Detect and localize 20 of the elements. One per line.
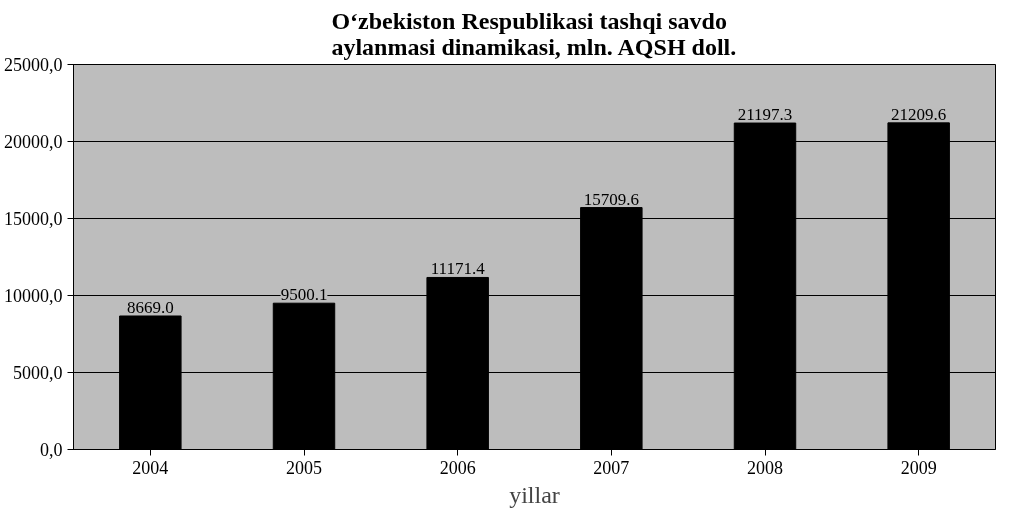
x-tick-label: 2005 (286, 457, 322, 478)
data-label: 9500.1 (280, 285, 328, 305)
data-label: 15709.6 (583, 189, 639, 209)
y-tick-label: 15000,0 (4, 209, 63, 229)
x-tick-label: 2006 (439, 457, 476, 478)
y-tick-label: 25000,0 (4, 55, 63, 75)
x-axis-title: yillar (509, 481, 560, 508)
x-tick-label: 2007 (593, 457, 630, 478)
data-label: 11171.4 (430, 259, 486, 279)
y-tick-label: 10000,0 (4, 286, 63, 306)
chart-title: O‘zbekiston Respublikasi tashqi savdo aylanmasi dinamikasi, mln. AQSH doll. (331, 7, 737, 60)
data-label: 21209.6 (891, 104, 947, 124)
x-tick-label: 2009 (900, 457, 937, 478)
x-tick-label: 2008 (747, 457, 783, 478)
data-label: 8669.0 (126, 298, 174, 317)
y-tick-label: 0,0 (40, 440, 63, 460)
y-tick-label: 5000,0 (13, 363, 63, 383)
data-label: 21197.3 (737, 105, 793, 125)
y-tick-label: 20000,0 (4, 132, 63, 152)
x-tick-label: 2004 (132, 457, 169, 478)
